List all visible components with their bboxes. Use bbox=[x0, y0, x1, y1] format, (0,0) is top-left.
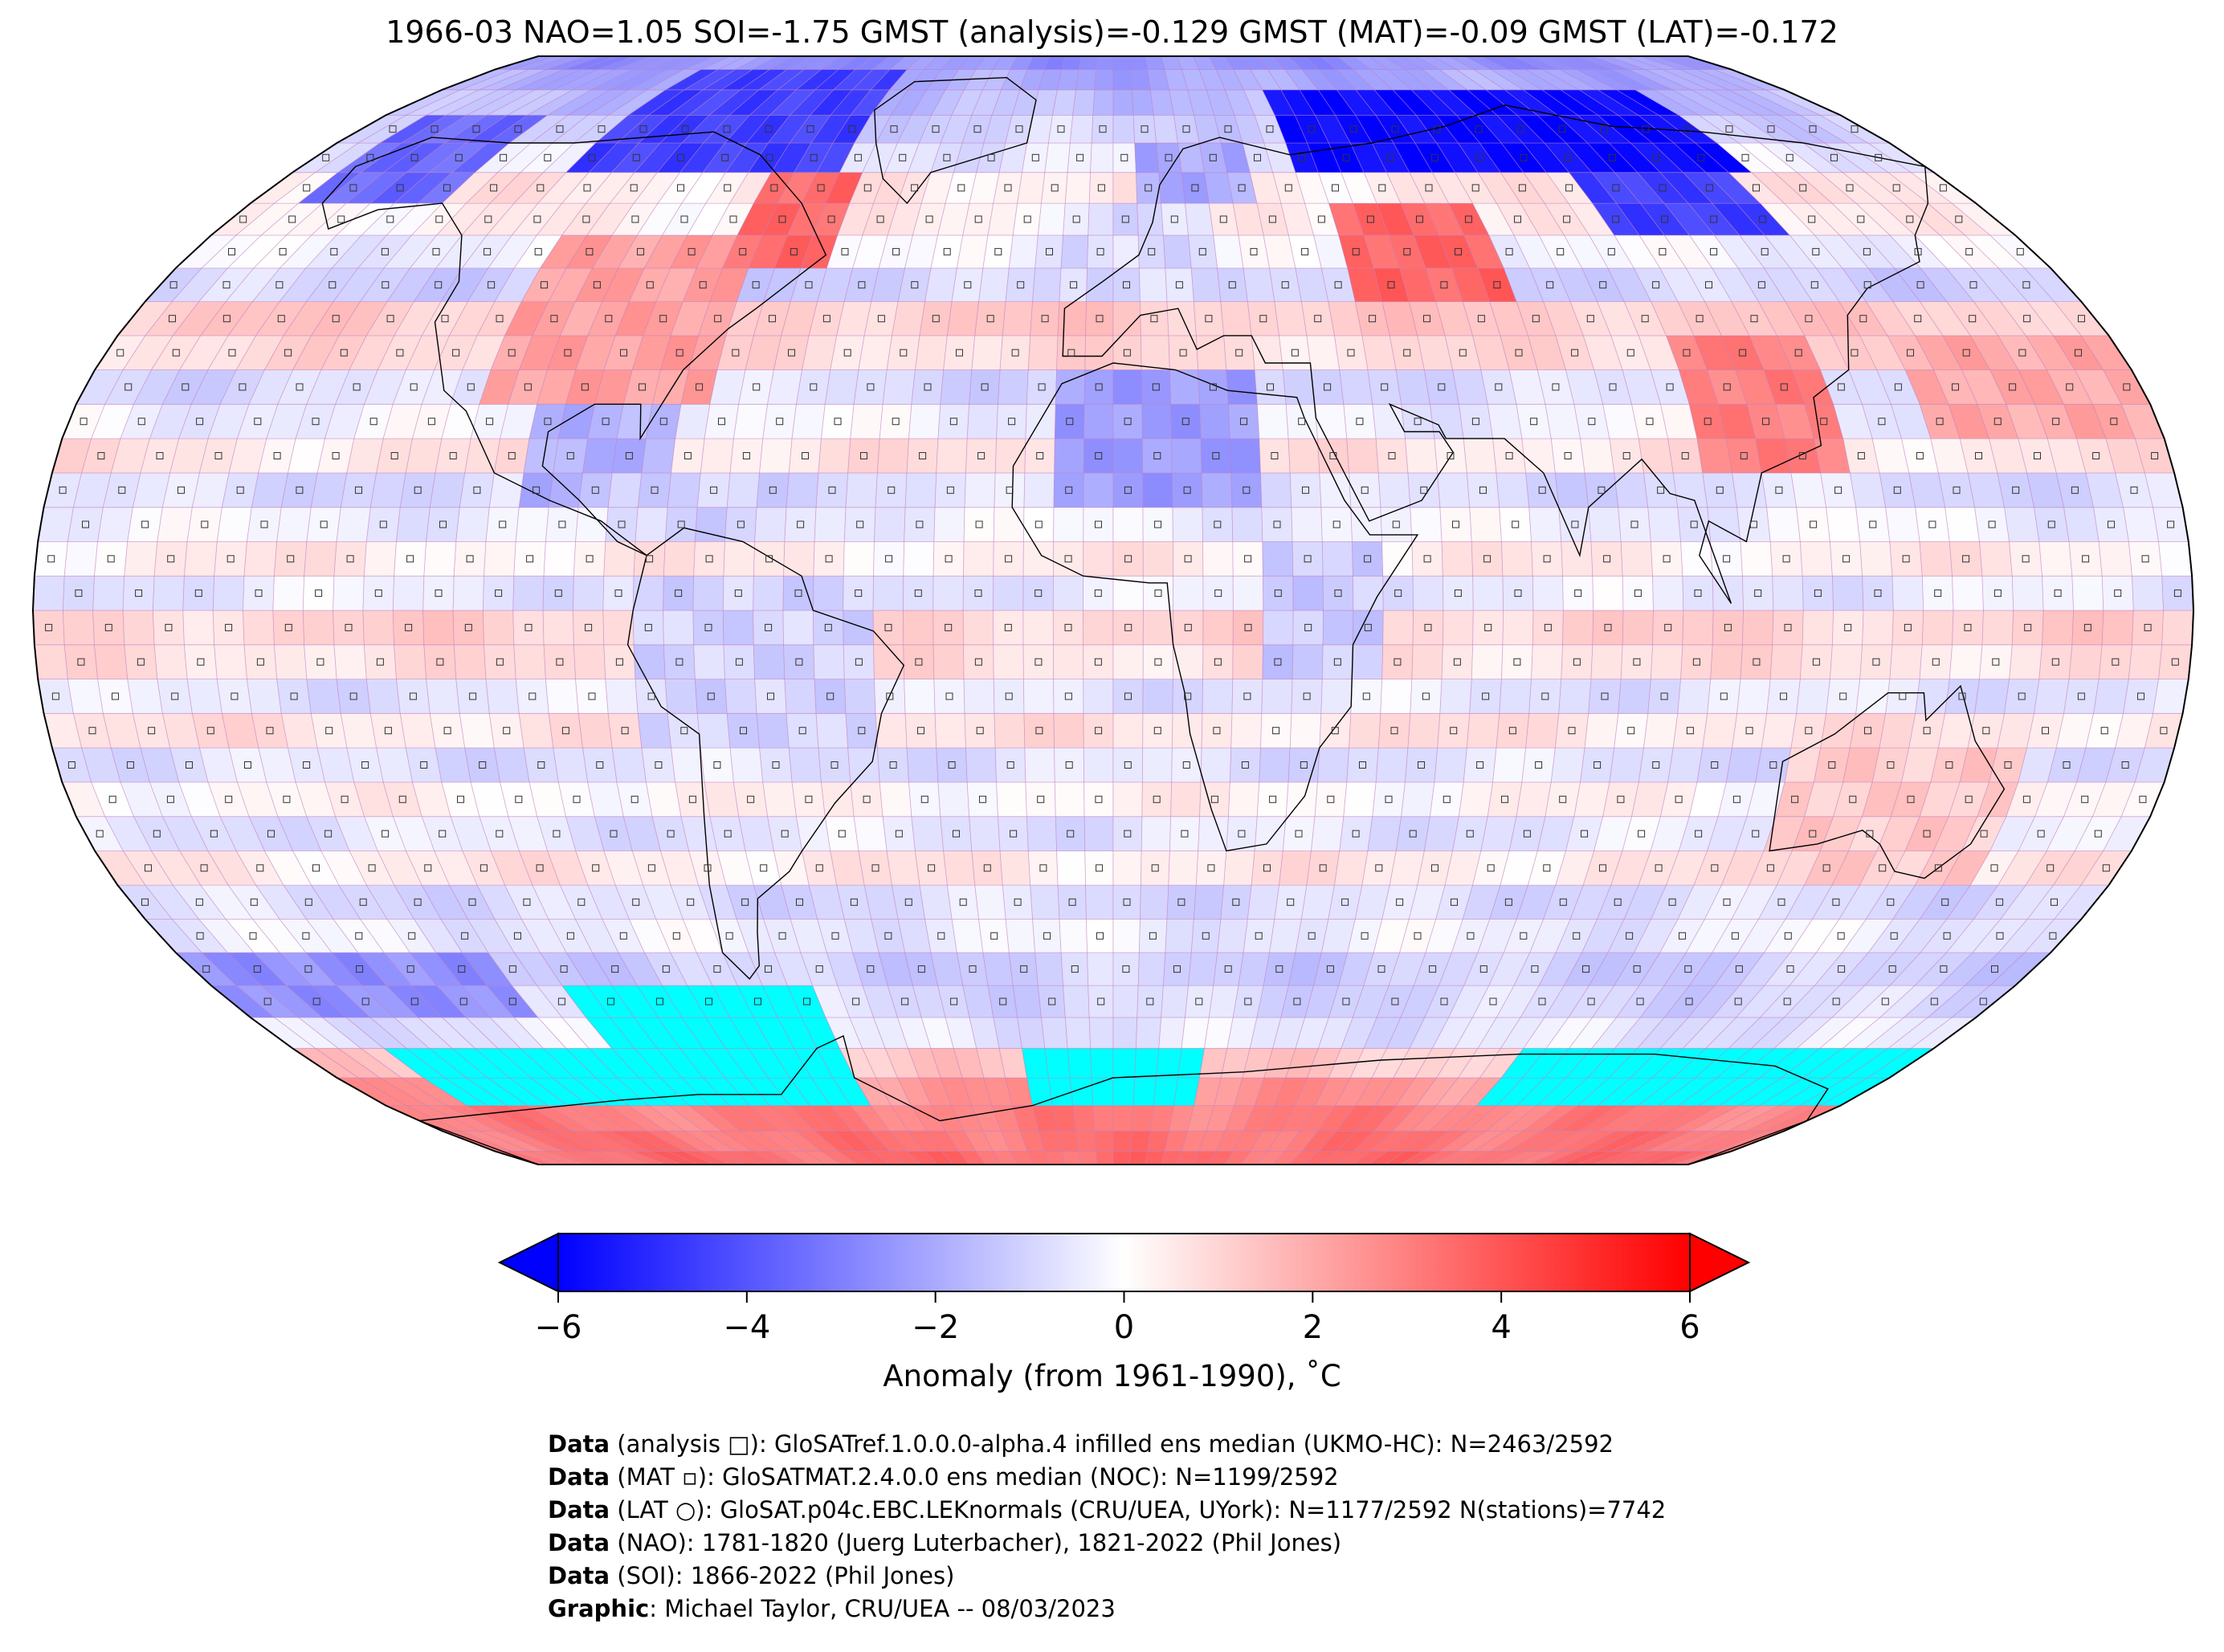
colorbar bbox=[497, 1232, 1751, 1303]
colorbar-extend-low bbox=[497, 1232, 559, 1293]
colorbar-tick-label: −6 bbox=[534, 1309, 582, 1346]
colorbar-gradient bbox=[557, 1233, 1691, 1292]
colorbar-tick-label: 6 bbox=[1679, 1309, 1700, 1346]
credit-line: Data (MAT ▫): GloSATMAT.2.4.0.0 ens medi… bbox=[548, 1461, 1666, 1494]
credit-line: Data (analysis □): GloSATref.1.0.0.0-alp… bbox=[548, 1428, 1666, 1461]
credit-key: Data bbox=[548, 1529, 610, 1556]
credit-key: Graphic bbox=[548, 1595, 650, 1622]
credit-line: Graphic: Michael Taylor, CRU/UEA -- 08/0… bbox=[548, 1593, 1666, 1625]
chart-title: 1966-03 NAO=1.05 SOI=-1.75 GMST (analysi… bbox=[386, 14, 1838, 50]
credit-key: Data bbox=[548, 1430, 610, 1458]
credit-text: : Michael Taylor, CRU/UEA -- 08/03/2023 bbox=[649, 1595, 1116, 1622]
anomaly-grid-cells bbox=[33, 56, 2193, 1165]
credit-key: Data bbox=[548, 1562, 610, 1589]
credit-text: (LAT ○): GloSAT.p04c.EBC.LEKnormals (CRU… bbox=[610, 1496, 1667, 1524]
data-credits: Data (analysis □): GloSATref.1.0.0.0-alp… bbox=[548, 1428, 1666, 1625]
colorbar-ticks bbox=[557, 1291, 1691, 1303]
credit-text: (SOI): 1866-2022 (Phil Jones) bbox=[610, 1562, 955, 1589]
colorbar-tick-label: 2 bbox=[1302, 1309, 1324, 1346]
credit-text: (NAO): 1781-1820 (Juerg Luterbacher), 18… bbox=[610, 1529, 1342, 1556]
credit-key: Data bbox=[548, 1463, 610, 1491]
colorbar-tick-label: −4 bbox=[723, 1309, 771, 1346]
credit-line: Data (LAT ○): GloSAT.p04c.EBC.LEKnormals… bbox=[548, 1494, 1666, 1527]
colorbar-label: Anomaly (from 1961-1990), ˚C bbox=[883, 1359, 1341, 1393]
colorbar-extend-high bbox=[1689, 1232, 1751, 1293]
colorbar-tick-label: 0 bbox=[1113, 1309, 1135, 1346]
credit-line: Data (SOI): 1866-2022 (Phil Jones) bbox=[548, 1560, 1666, 1593]
colorbar-tick-label: 4 bbox=[1491, 1309, 1512, 1346]
world-anomaly-map bbox=[31, 55, 2195, 1165]
credit-text: (analysis □): GloSATref.1.0.0.0-alpha.4 … bbox=[610, 1430, 1614, 1458]
credit-line: Data (NAO): 1781-1820 (Juerg Luterbacher… bbox=[548, 1527, 1666, 1560]
colorbar-tick-label: −2 bbox=[912, 1309, 960, 1346]
credit-key: Data bbox=[548, 1496, 610, 1524]
credit-text: (MAT ▫): GloSATMAT.2.4.0.0 ens median (N… bbox=[610, 1463, 1339, 1491]
